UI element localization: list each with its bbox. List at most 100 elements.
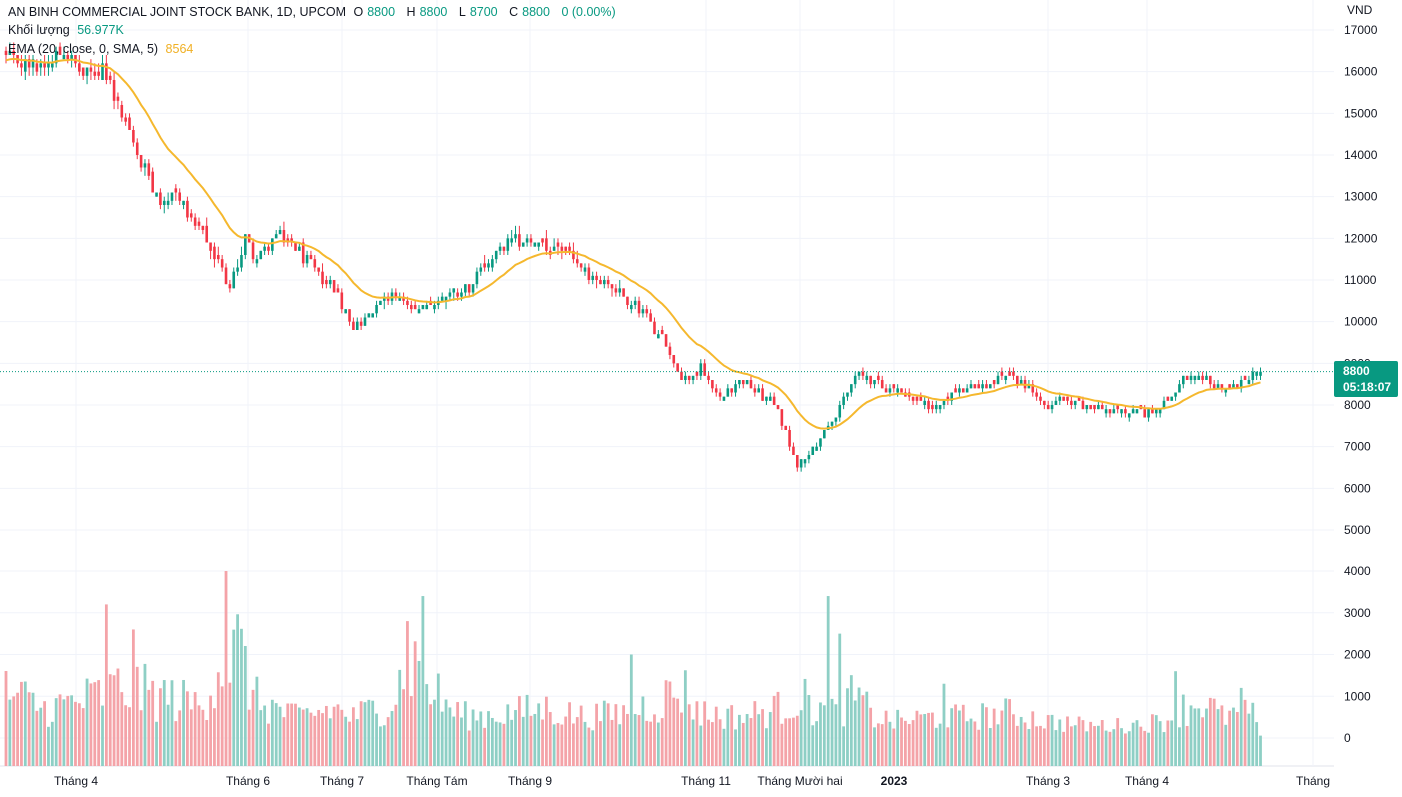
volume-bar (633, 714, 637, 766)
candle-body (178, 192, 181, 201)
volume-bar (510, 719, 514, 766)
volume-bar (448, 707, 452, 766)
volume-bar (294, 703, 297, 766)
volume-bar (240, 628, 243, 766)
symbol-legend[interactable]: AN BINH COMMERCIAL JOINT STOCK BANK, 1D,… (8, 3, 620, 21)
volume-bar (417, 660, 421, 766)
candle-body (116, 96, 120, 101)
volume-bar (761, 709, 764, 766)
candle-body (853, 375, 857, 385)
volume-bar (1216, 709, 1220, 766)
volume-bar (371, 700, 375, 766)
candle-body (1054, 400, 1058, 405)
volume-bar (772, 695, 776, 766)
candle-body (282, 230, 286, 243)
volume-bar (16, 692, 19, 766)
volume-bar (12, 696, 16, 766)
volume-bar (776, 691, 780, 766)
candle-body (101, 63, 104, 80)
candle-body (39, 63, 43, 68)
volume-bar (861, 695, 865, 766)
candle-body (27, 59, 31, 68)
price-axis[interactable]: 1700016000150001400013000120001100010000… (1344, 23, 1378, 745)
volume-bar (1151, 714, 1154, 766)
volume-bar (687, 704, 691, 766)
volume-bar (81, 708, 85, 766)
volume-bar (1085, 731, 1089, 766)
candle-body (1104, 409, 1108, 414)
volume-bar (1062, 731, 1066, 766)
candle-body (641, 309, 645, 314)
candle-body (664, 334, 668, 347)
volume-bar (950, 708, 954, 766)
x-tick-label: Tháng 6 (226, 774, 270, 788)
volume-bar (927, 712, 930, 766)
volume-bar (768, 712, 772, 766)
volume-bar (699, 725, 703, 766)
volume-bar (556, 723, 560, 766)
ohlc-open: O 8800 (353, 5, 396, 19)
symbol-title[interactable]: AN BINH COMMERCIAL JOINT STOCK BANK, 1D,… (8, 5, 347, 19)
candle-body (62, 55, 66, 60)
candle-body (521, 242, 525, 247)
volume-bar (193, 692, 197, 766)
y-tick-label: 11000 (1344, 273, 1377, 287)
candle-body (699, 363, 703, 376)
volume-bar (1170, 720, 1174, 766)
volume-bar (1000, 710, 1004, 766)
candle-body (1193, 375, 1197, 380)
change-value: 0 (0.00%) (561, 5, 616, 19)
volume-bar (1104, 730, 1108, 766)
candle-body (1216, 384, 1220, 389)
candle-body (614, 288, 618, 293)
candle-body (1205, 375, 1208, 380)
candle-body (653, 321, 656, 335)
volume-bar (54, 698, 58, 766)
candle-body (1062, 396, 1065, 401)
candle-body (213, 246, 216, 260)
volume-bar (672, 697, 676, 766)
candle-body (170, 192, 174, 201)
volume-bar (97, 680, 101, 766)
time-axis[interactable]: Tháng 4 Tháng 6 Tháng 7 Tháng Tám Tháng 9 Thá… (54, 774, 1330, 788)
y-tick-label: 4000 (1344, 564, 1371, 578)
volume-bar (186, 691, 189, 766)
candle-body (456, 292, 459, 297)
y-tick-label: 10000 (1344, 315, 1378, 329)
y-tick-label: 7000 (1344, 440, 1371, 454)
volume-bar (1143, 730, 1147, 766)
volume-legend[interactable]: Khối lượng 56.977K (8, 21, 128, 39)
volume-bar (985, 707, 988, 766)
volume-bar (174, 721, 178, 766)
volume-bar (135, 666, 139, 766)
candle-body (772, 396, 776, 405)
ema-label[interactable]: EMA (20, close, 0, SMA, 5) (8, 42, 159, 56)
volume-bar (74, 701, 77, 766)
volume-bar (815, 721, 818, 766)
volume-bar (795, 715, 799, 766)
ema-legend[interactable]: EMA (20, close, 0, SMA, 5) 8564 (8, 40, 197, 58)
volume-bar (734, 729, 737, 766)
candle-body (448, 292, 452, 297)
volume-bar (799, 710, 803, 766)
candle-body (355, 321, 359, 330)
candle-body (695, 371, 699, 376)
candle-body (120, 105, 124, 118)
candle-body (375, 305, 378, 314)
candle-body (4, 50, 8, 55)
volume-label[interactable]: Khối lượng (8, 23, 70, 37)
candle-body (942, 400, 946, 405)
volume-bar (753, 701, 757, 766)
volume-bar (1158, 721, 1162, 766)
volume-bar (429, 704, 432, 766)
candle-body (382, 296, 386, 301)
candle-body (583, 267, 587, 272)
volume-bar (402, 689, 405, 766)
candle-body (1162, 400, 1166, 410)
candle-body (464, 284, 467, 293)
volume-bar (572, 723, 575, 766)
volume-bar (954, 704, 957, 766)
volume-bar (1031, 711, 1035, 766)
y-tick-label: 6000 (1344, 481, 1371, 495)
